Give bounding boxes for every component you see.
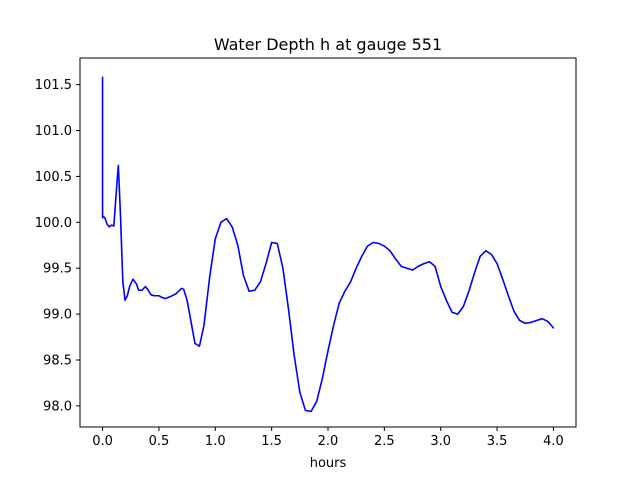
x-tick-label: 1.5 xyxy=(261,434,282,449)
x-tick-label: 1.0 xyxy=(205,434,226,449)
y-tick-label: 100.0 xyxy=(35,216,72,231)
y-tick-label: 98.5 xyxy=(43,353,72,368)
chart-title: Water Depth h at gauge 551 xyxy=(214,35,442,54)
y-axis: 98.0 98.5 99.0 99.5 100.0 100.5 101.0 101.5 xyxy=(35,78,80,414)
x-axis-label: hours xyxy=(310,456,347,471)
x-tick-label: 2.0 xyxy=(318,434,339,449)
x-tick-label: 4.0 xyxy=(543,434,564,449)
series-layer xyxy=(101,76,555,413)
y-tick-label: 99.5 xyxy=(43,262,72,277)
x-axis: 0.0 0.5 1.0 1.5 2.0 2.5 3.0 3.5 4.0 xyxy=(92,427,564,449)
x-tick-label: 0.5 xyxy=(149,434,170,449)
y-tick-label: 101.0 xyxy=(35,124,72,139)
series-line-0 xyxy=(101,76,555,413)
x-tick-label: 3.0 xyxy=(430,434,451,449)
y-tick-label: 99.0 xyxy=(43,308,72,323)
x-tick-label: 0.0 xyxy=(92,434,113,449)
x-tick-label: 2.5 xyxy=(374,434,395,449)
x-tick-label: 3.5 xyxy=(487,434,508,449)
y-tick-label: 98.0 xyxy=(43,399,72,414)
y-tick-label: 100.5 xyxy=(35,170,72,185)
y-tick-label: 101.5 xyxy=(35,78,72,93)
